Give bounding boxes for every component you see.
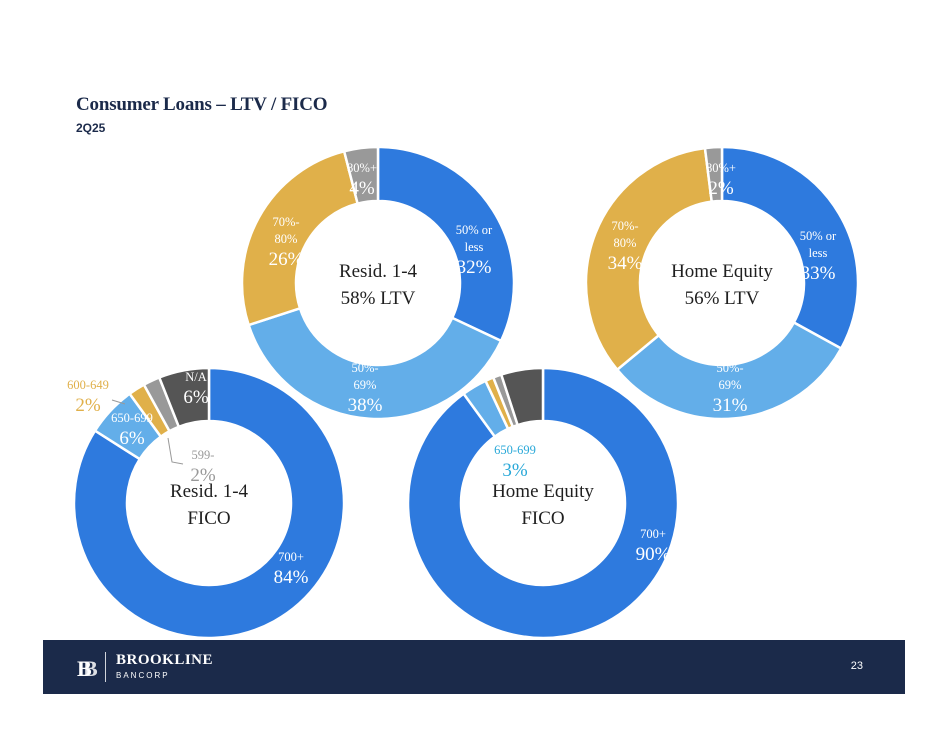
donut-slice-resid-ltv-1 xyxy=(247,306,503,421)
logo-divider xyxy=(105,652,106,682)
leader-line-600-649 xyxy=(111,399,126,405)
slice-label-home-equity-ltv-0: 50% or less 33% xyxy=(800,229,837,284)
slice-label-home-equity-fico-1: 650-699 3% xyxy=(494,443,536,481)
slice-label-resid-fico-4: N/A 6% xyxy=(183,370,209,408)
donut-slice-home-equity-fico-4 xyxy=(499,366,545,427)
donut-slice-resid-fico-0 xyxy=(72,366,346,640)
leader-line-599 xyxy=(167,437,184,465)
center-label-home-equity-ltv: Home Equity 56% LTV xyxy=(671,261,773,309)
donut-slice-resid-ltv-0 xyxy=(376,145,516,343)
slice-label-resid-fico-0: 700+ 84% xyxy=(274,550,309,588)
center-label-resid-fico: Resid. 1-4 FICO xyxy=(170,481,249,529)
donut-slice-resid-fico-4 xyxy=(157,366,211,429)
chart-home-equity-ltv: 50% or less 33% 50%-69% 31% 70%-80% 34% 80%+ 2% H… xyxy=(584,145,860,421)
donut-slice-home-equity-ltv-0 xyxy=(720,145,860,351)
donut-slice-resid-ltv-2 xyxy=(240,149,360,327)
slice-label-resid-ltv-2: 70%-80% 26% xyxy=(269,215,304,270)
chart-resid-fico: 700+ 84% 650-699 6%600-649 2% 599-2% N/A 6% Resi… xyxy=(67,366,346,640)
page-subtitle: 2Q25 xyxy=(76,121,106,135)
center-label-resid-ltv: Resid. 1-4 58% LTV xyxy=(339,261,418,309)
chart-resid-ltv: 50% or less 32% 50%-69% 38% 70%-80% 26% 80%+ 4% R… xyxy=(240,145,516,421)
donut-slice-home-equity-ltv-2 xyxy=(584,146,714,372)
slice-label-home-equity-ltv-1: 50%-69% 31% xyxy=(713,361,748,416)
page-title: Consumer Loans – LTV / FICO xyxy=(76,94,328,115)
donut-slice-home-equity-ltv-3 xyxy=(703,145,724,204)
chart-home-equity-fico: 700+ 90% 650-699 3%Home Equity FICO xyxy=(406,366,680,640)
slice-label-resid-fico-3: 599-2% xyxy=(190,448,216,486)
page-number: 23 xyxy=(850,660,863,672)
slice-label-resid-ltv-0: 50% or less 32% xyxy=(456,223,493,278)
company-sub: BANCORP xyxy=(116,671,170,680)
donut-slice-home-equity-ltv-1 xyxy=(615,320,843,421)
charts-canvas: 50% or less 32% 50%-69% 38% 70%-80% 26% 80%+ 4% R… xyxy=(67,145,860,640)
slice-label-resid-fico-2: 600-649 2% xyxy=(67,378,109,416)
slice-label-home-equity-ltv-2: 70%-80% 34% xyxy=(608,219,643,274)
slice-label-resid-ltv-1: 50%-69% 38% xyxy=(348,361,383,416)
slice-label-resid-fico-1: 650-699 6% xyxy=(111,411,153,449)
center-label-home-equity-fico: Home Equity FICO xyxy=(492,481,594,529)
slice-label-resid-ltv-3: 80%+ 4% xyxy=(347,161,377,199)
donut-slice-resid-ltv-3 xyxy=(342,145,380,206)
footer-bar: B B BROOKLINE BANCORP 23 xyxy=(43,640,905,694)
slice-label-home-equity-ltv-3: 80%+ 2% xyxy=(706,161,736,199)
brookline-logo-icon: B B xyxy=(77,656,98,680)
company-name: BROOKLINE xyxy=(116,652,214,668)
donut-slice-home-equity-fico-0 xyxy=(406,366,680,640)
svg-text:B: B xyxy=(83,656,98,680)
svg-text:B: B xyxy=(77,656,92,680)
slice-label-home-equity-fico-0: 700+ 90% xyxy=(636,527,671,565)
